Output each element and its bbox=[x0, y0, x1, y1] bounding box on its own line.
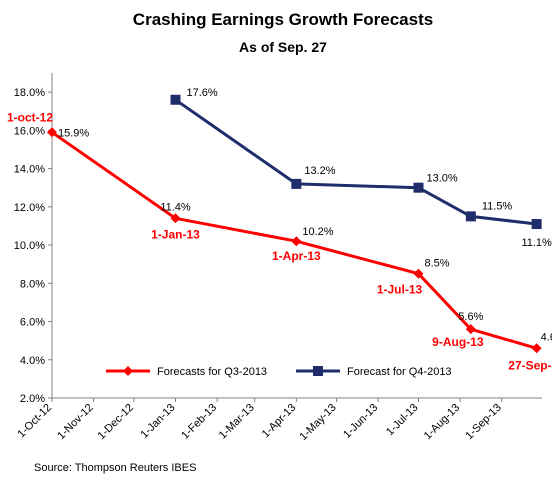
q3-date-label: 1-Jan-13 bbox=[151, 227, 200, 241]
y-tick-label: 12.0% bbox=[14, 202, 45, 214]
q3-value-label: 15.9% bbox=[58, 127, 89, 139]
q4-value-label: 17.6% bbox=[187, 87, 218, 99]
y-tick-label: 6.0% bbox=[20, 317, 45, 329]
data-labels: 15.9% 1-oct-12 11.4% 1-Jan-13 10.2% 1-Apr-13 8… bbox=[7, 87, 552, 373]
legend-q4-marker bbox=[313, 366, 323, 376]
chart-title: Crashing Earnings Growth Forecasts bbox=[133, 10, 433, 29]
chart-legend: Forecasts for Q3-2013 Forecast for Q4-20… bbox=[106, 366, 452, 378]
q3-date-label: 1-Jul-13 bbox=[377, 283, 423, 297]
q3-point-marker bbox=[531, 343, 542, 354]
q3-date-label: 27-Sep-13 bbox=[508, 358, 552, 372]
q3-value-label: 11.4% bbox=[160, 201, 191, 213]
x-tick-label: 1-Jan-13 bbox=[138, 402, 177, 441]
q4-point-marker bbox=[465, 211, 476, 222]
legend-q4-label: Forecast for Q4-2013 bbox=[347, 366, 452, 378]
q4-value-label: 11.1% bbox=[521, 237, 552, 249]
x-tick-label: 1-Dec-12 bbox=[96, 402, 136, 442]
q4-point-marker bbox=[291, 178, 302, 189]
y-tick-label: 4.0% bbox=[20, 355, 45, 367]
q3-date-label: 1-oct-12 bbox=[7, 110, 53, 124]
x-tick-label: 1-May-13 bbox=[297, 402, 338, 443]
q4-value-label: 13.0% bbox=[426, 173, 457, 185]
y-tick-label: 14.0% bbox=[14, 164, 45, 176]
x-tick-label: 1-Apr-13 bbox=[260, 402, 299, 441]
x-tick-label: 1-Feb-13 bbox=[179, 402, 219, 442]
q4-point-marker bbox=[413, 182, 424, 193]
series-line-q3 bbox=[51, 131, 538, 350]
y-tick-label: 16.0% bbox=[14, 125, 45, 137]
y-tick-label: 2.0% bbox=[20, 393, 45, 405]
q3-point-marker bbox=[291, 236, 302, 247]
q3-point-marker bbox=[465, 324, 476, 335]
y-tick-label: 10.0% bbox=[14, 240, 45, 252]
q3-point-marker bbox=[47, 127, 57, 138]
x-tick-label: 1-Jun-13 bbox=[341, 402, 380, 441]
q3-value-label: 5.6% bbox=[458, 311, 483, 323]
x-tick-label: 1-Mar-13 bbox=[217, 402, 257, 442]
x-tick-label: 1-Oct-12 bbox=[15, 402, 54, 441]
chart-subtitle: As of Sep. 27 bbox=[239, 39, 327, 55]
x-tick-label: 1-Aug-13 bbox=[422, 402, 462, 442]
q3-date-label: 9-Aug-13 bbox=[432, 335, 484, 349]
y-tick-label: 18.0% bbox=[14, 87, 45, 99]
q4-point-marker bbox=[170, 94, 181, 105]
legend-q3-label: Forecasts for Q3-2013 bbox=[157, 366, 267, 378]
q3-value-label: 10.2% bbox=[302, 226, 333, 238]
q4-value-label: 11.5% bbox=[482, 200, 513, 212]
source-note: Source: Thompson Reuters IBES bbox=[34, 462, 196, 474]
y-tick-label: 8.0% bbox=[20, 278, 45, 290]
q3-value-label: 4.6% bbox=[541, 331, 552, 343]
q3-point-marker bbox=[170, 213, 181, 224]
q4-value-label: 13.2% bbox=[304, 165, 335, 177]
legend-q3-marker bbox=[123, 366, 133, 376]
q4-point-marker bbox=[531, 219, 542, 230]
x-tick-label: 1-Jul-13 bbox=[384, 402, 421, 439]
q3-point-marker bbox=[413, 268, 424, 279]
x-tick-label: 1-Nov-12 bbox=[55, 402, 95, 442]
x-tick-label: 1-Sep-13 bbox=[463, 402, 503, 442]
series-layer bbox=[47, 94, 542, 354]
q3-date-label: 1-Apr-13 bbox=[272, 249, 321, 263]
q3-value-label: 8.5% bbox=[424, 258, 449, 270]
